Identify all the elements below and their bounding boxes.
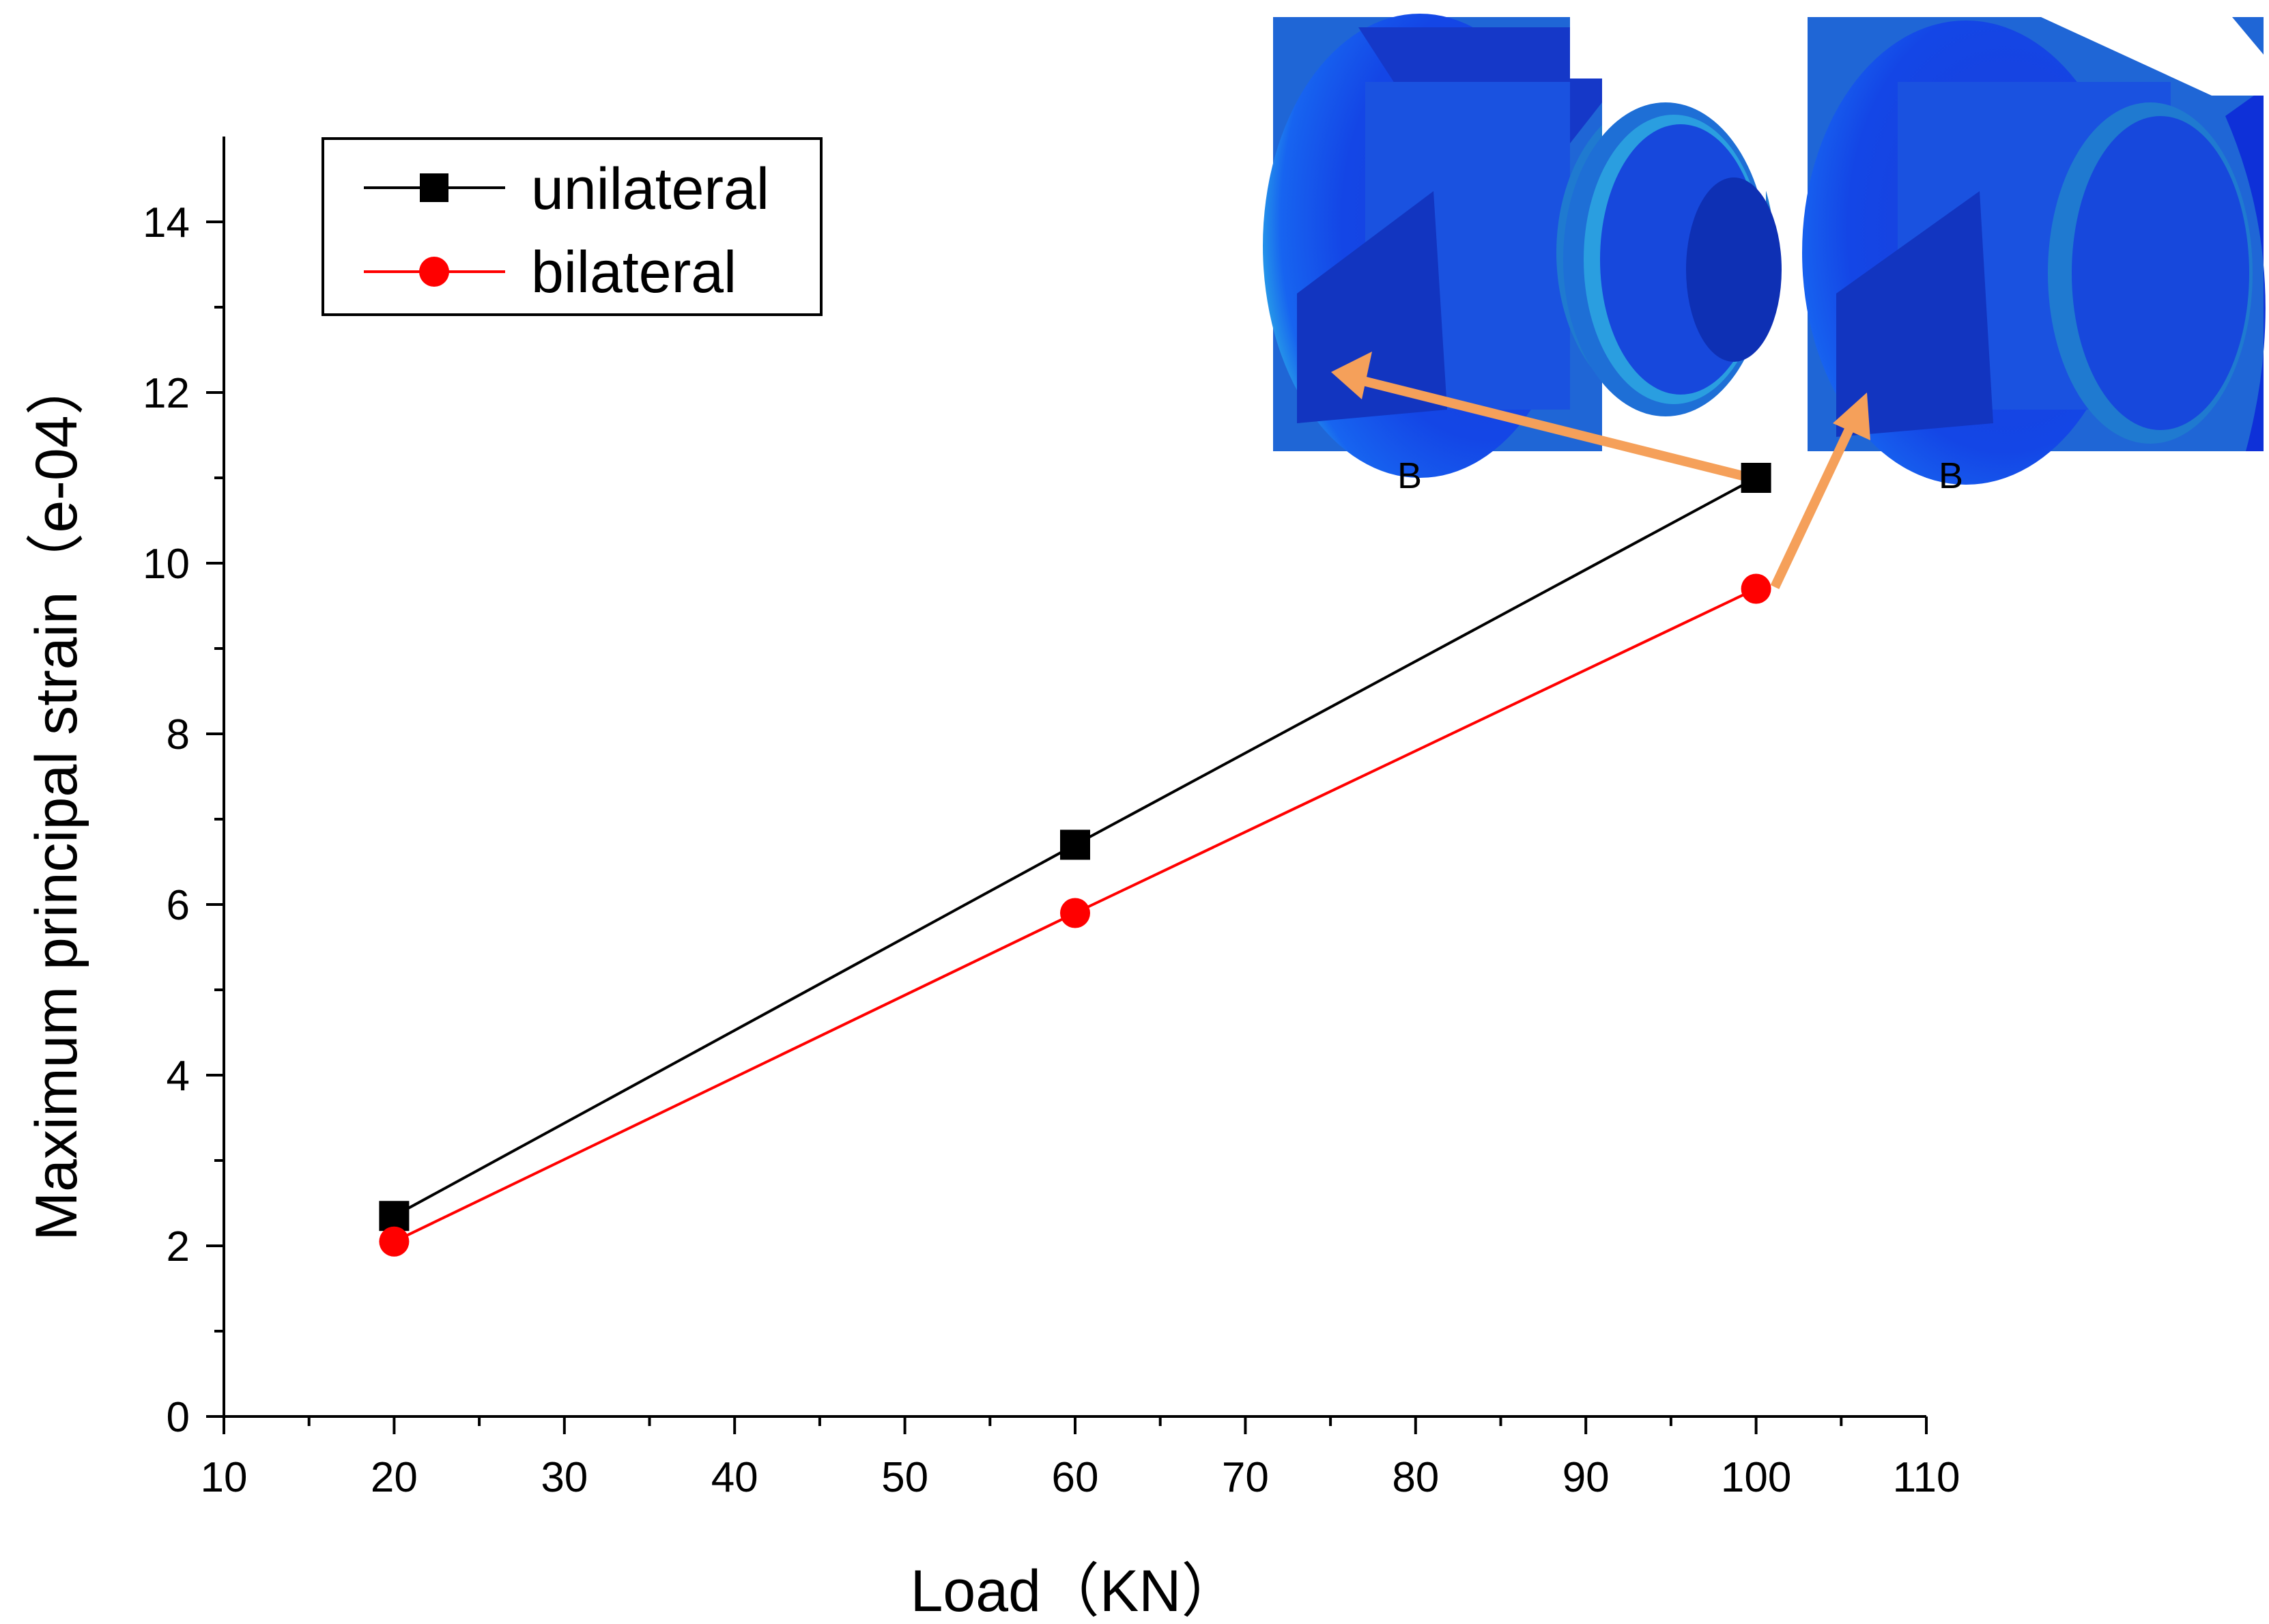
data-point-unilateral: [379, 1201, 410, 1231]
x-tick-label: 110: [1893, 1454, 1960, 1501]
y-tick-label: 0: [167, 1394, 190, 1441]
y-tick-label: 8: [167, 711, 190, 758]
y-tick-label: 10: [143, 541, 190, 588]
annotation-arrow-bilateral: [1770, 416, 1859, 589]
y-tick-label: 14: [143, 199, 190, 246]
inset-fea-unilateral: [1263, 14, 1782, 478]
annotation-arrowhead-unilateral: [1331, 352, 1372, 399]
x-tick-label: 30: [541, 1454, 588, 1501]
x-tick-label: 80: [1392, 1454, 1439, 1501]
data-point-unilateral: [1741, 463, 1771, 493]
annotation-arrow-unilateral: [1354, 374, 1752, 483]
data-point-bilateral: [1060, 898, 1090, 928]
legend: unilateral bilateral: [322, 137, 823, 316]
series-layer: [379, 463, 1771, 1257]
y-tick-label: 4: [167, 1053, 190, 1100]
annotation-arrows: [1331, 352, 1870, 589]
y-tick-label: 2: [167, 1223, 190, 1270]
y-axis-title: Maximum principal strain（e-04）: [24, 356, 89, 1240]
x-tick-label: 90: [1562, 1454, 1610, 1501]
y-tick-label: 6: [167, 882, 190, 929]
legend-label-bilateral: bilateral: [531, 240, 737, 305]
x-tick-label: 40: [711, 1454, 758, 1501]
x-tick-label: 60: [1052, 1454, 1099, 1501]
x-axis-ticks: 10 20 30 40 50 60 70 80 90 100 110: [201, 1416, 1960, 1501]
legend-label-unilateral: unilateral: [531, 156, 769, 222]
legend-box: [322, 137, 823, 316]
data-point-bilateral: [1741, 573, 1771, 604]
inset-label-unilateral: B: [1397, 455, 1422, 496]
x-tick-label: 10: [201, 1454, 248, 1501]
legend-marker-unilateral: [420, 173, 448, 202]
y-tick-label: 12: [143, 370, 190, 417]
inset-fea-bilateral: [1802, 17, 2266, 485]
legend-marker-bilateral: [419, 257, 449, 287]
x-axis-title: Load（KN）: [911, 1558, 1240, 1624]
x-tick-label: 50: [881, 1454, 928, 1501]
y-axis-ticks: 0 2 4 6 8 10 12 14: [143, 199, 224, 1441]
annotation-arrowhead-bilateral: [1833, 393, 1870, 440]
x-tick-label: 70: [1222, 1454, 1269, 1501]
inset-label-bilateral: B: [1939, 455, 1963, 496]
x-tick-label: 100: [1721, 1454, 1791, 1501]
data-point-unilateral: [1060, 829, 1090, 860]
data-point-bilateral: [379, 1226, 410, 1257]
x-tick-label: 20: [371, 1454, 418, 1501]
